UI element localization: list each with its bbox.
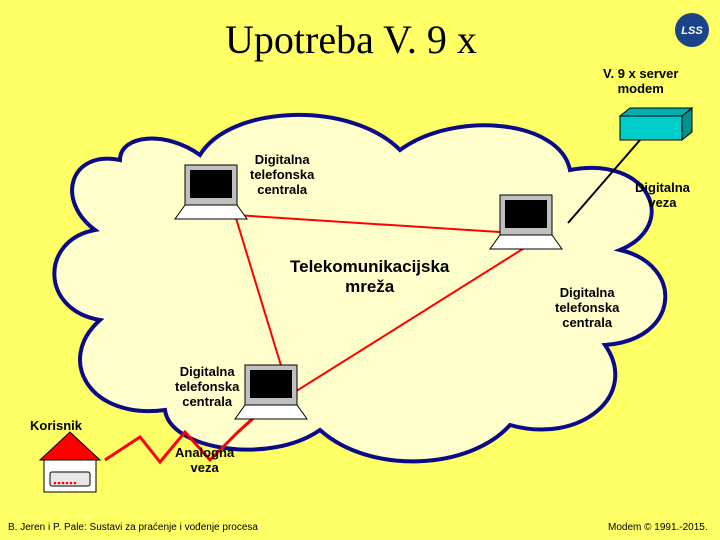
footer-left: B. Jeren i P. Pale: Sustavi za praćenje … — [8, 522, 258, 533]
label-centrala-bottom: Digitalna telefonska centrala — [175, 364, 239, 409]
user-house — [40, 432, 100, 492]
computer-right — [490, 195, 562, 249]
label-centrala-right: Digitalna telefonska centrala — [555, 285, 619, 330]
footer-right: Modem © 1991.-2015. — [608, 522, 708, 533]
svg-text:LSS: LSS — [681, 25, 703, 37]
lss-logo: LSS — [675, 13, 709, 47]
label-digitalna-veza: Digitalna veza — [635, 180, 690, 210]
label-centrala-top: Digitalna telefonska centrala — [250, 152, 314, 197]
computer-top — [175, 165, 247, 219]
label-analogna-veza: Analogna veza — [175, 445, 234, 475]
label-mreza: Telekomunikacijska mreža — [290, 257, 449, 297]
label-korisnik: Korisnik — [30, 418, 82, 433]
computer-bottom — [235, 365, 307, 419]
label-server-modem: V. 9 x server modem — [603, 66, 678, 96]
page-title: Upotreba V. 9 x — [225, 16, 477, 63]
server-modem-box — [620, 108, 692, 140]
